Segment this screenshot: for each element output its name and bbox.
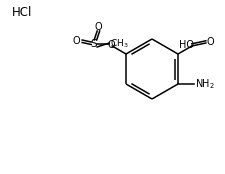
Text: HO: HO bbox=[179, 40, 194, 50]
Text: O: O bbox=[94, 22, 102, 32]
Text: O: O bbox=[207, 37, 214, 47]
Text: O: O bbox=[72, 36, 80, 46]
Text: S: S bbox=[91, 39, 97, 49]
Text: CH$_3$: CH$_3$ bbox=[110, 38, 129, 50]
Text: O: O bbox=[107, 40, 115, 50]
Text: HCl: HCl bbox=[12, 6, 32, 18]
Text: NH$_2$: NH$_2$ bbox=[195, 77, 215, 91]
